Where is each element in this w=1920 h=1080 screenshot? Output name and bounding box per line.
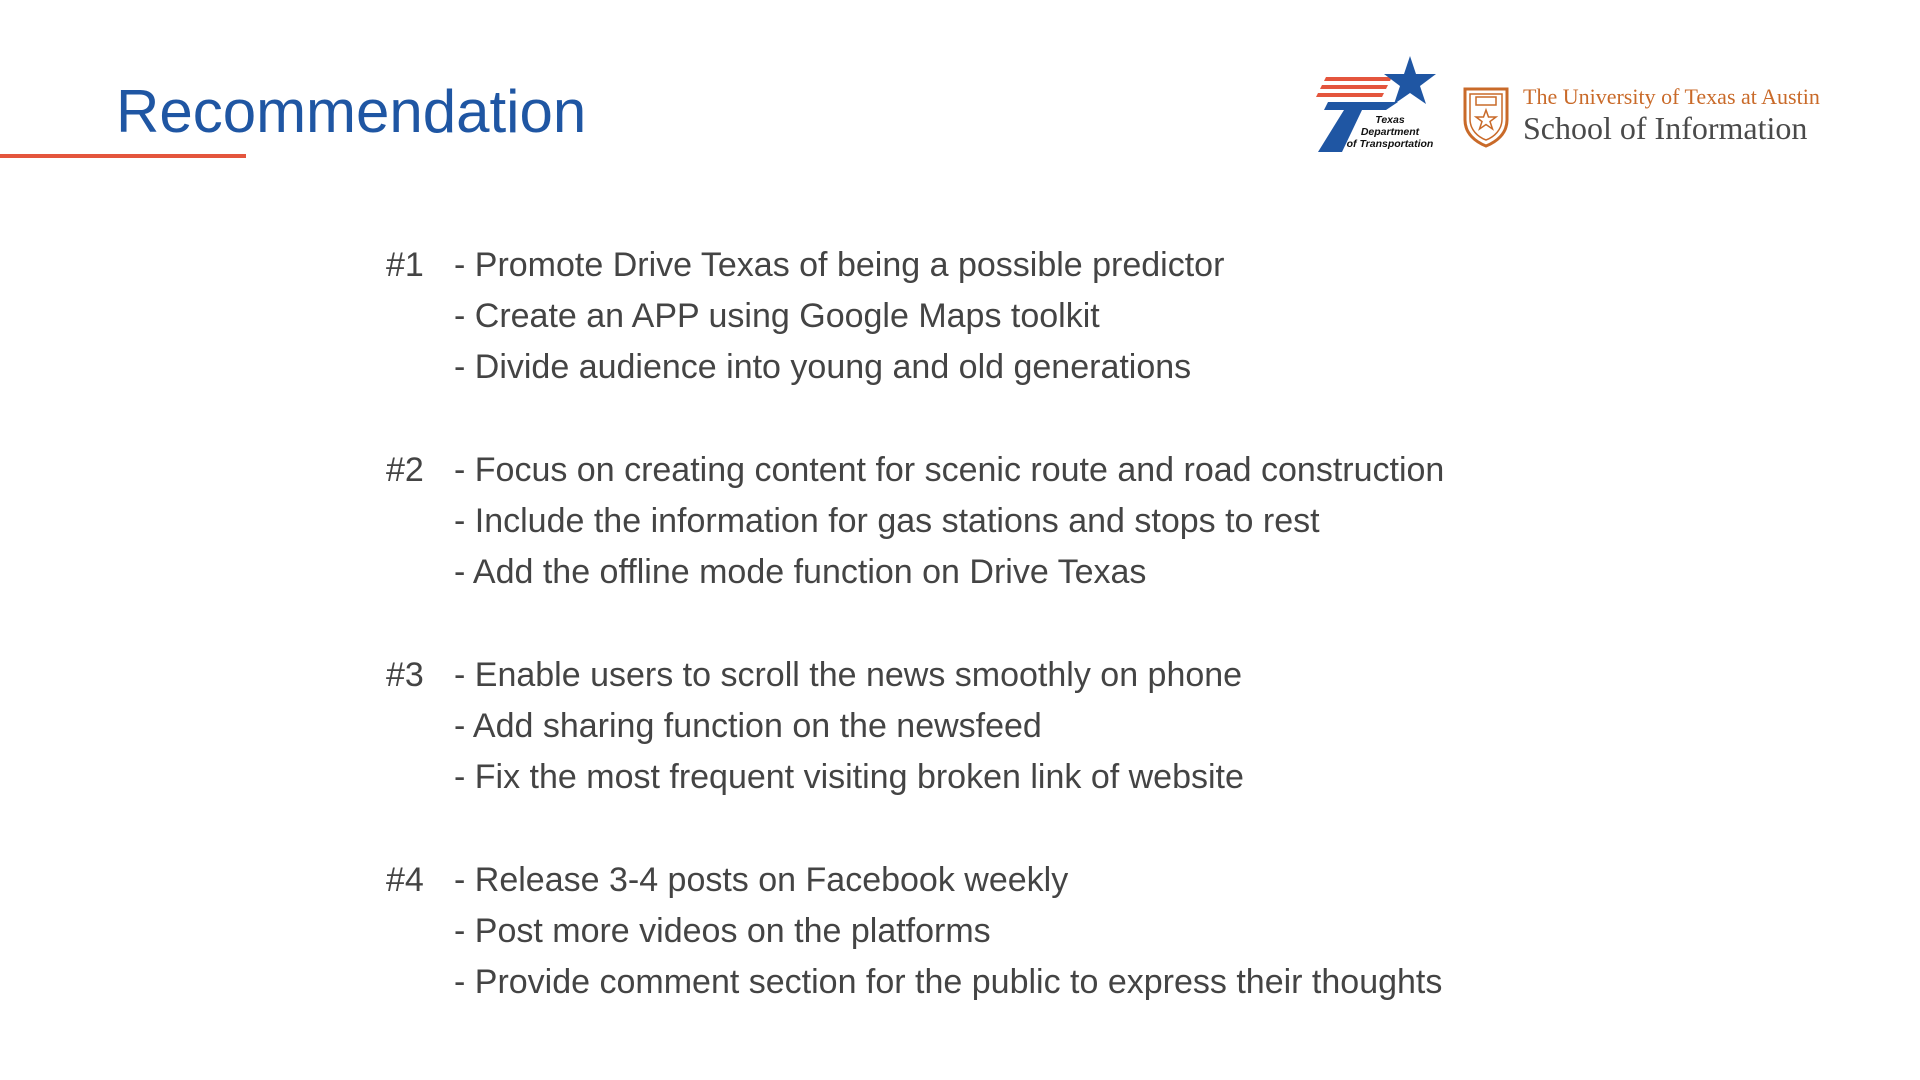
ut-wordmark: The University of Texas at Austin School…: [1523, 84, 1820, 146]
title-underline: [0, 154, 246, 158]
recommendation-number: #2: [386, 451, 424, 489]
recommendation-item: - Promote Drive Texas of being a possibl…: [454, 246, 1225, 284]
recommendation-group-4: #4 - Release 3-4 posts on Facebook weekl…: [386, 855, 1586, 1008]
recommendation-group-2: #2 - Focus on creating content for sceni…: [386, 445, 1586, 598]
recommendation-item: - Include the information for gas statio…: [454, 502, 1320, 540]
recommendation-number: #1: [386, 246, 424, 284]
recommendation-item: - Release 3-4 posts on Facebook weekly: [454, 861, 1069, 899]
recommendation-list: #1 - Promote Drive Texas of being a poss…: [386, 240, 1586, 1060]
recommendation-item: - Divide audience into young and old gen…: [454, 348, 1192, 386]
recommendation-group-1: #1 - Promote Drive Texas of being a poss…: [386, 240, 1586, 393]
recommendation-group-3: #3 - Enable users to scroll the news smo…: [386, 650, 1586, 803]
recommendation-item: - Add sharing function on the newsfeed: [454, 707, 1042, 745]
ut-line2: School of Information: [1523, 110, 1808, 146]
recommendation-item: - Add the offline mode function on Drive…: [454, 553, 1147, 591]
ut-line1: The University of Texas at Austin: [1523, 84, 1820, 109]
recommendation-number: #3: [386, 656, 424, 694]
txdot-line3: of Transportation: [1346, 138, 1434, 150]
ut-seal-icon: [1463, 87, 1509, 148]
recommendation-number: #4: [386, 861, 424, 899]
recommendation-item: - Provide comment section for the public…: [454, 963, 1443, 1001]
recommendation-item: - Fix the most frequent visiting broken …: [454, 758, 1244, 796]
recommendation-item: - Focus on creating content for scenic r…: [454, 451, 1445, 489]
slide-title: Recommendation: [116, 78, 587, 145]
recommendation-item: - Enable users to scroll the news smooth…: [454, 656, 1243, 694]
txdot-line2: Department: [1360, 126, 1420, 138]
recommendation-item: - Post more videos on the platforms: [454, 912, 991, 950]
txdot-wordmark: Texas Department of Transportation: [1340, 114, 1440, 150]
txdot-star-logo-icon: [1316, 56, 1436, 152]
txdot-line1: Texas: [1375, 114, 1405, 126]
recommendation-item: - Create an APP using Google Maps toolki…: [454, 297, 1100, 335]
